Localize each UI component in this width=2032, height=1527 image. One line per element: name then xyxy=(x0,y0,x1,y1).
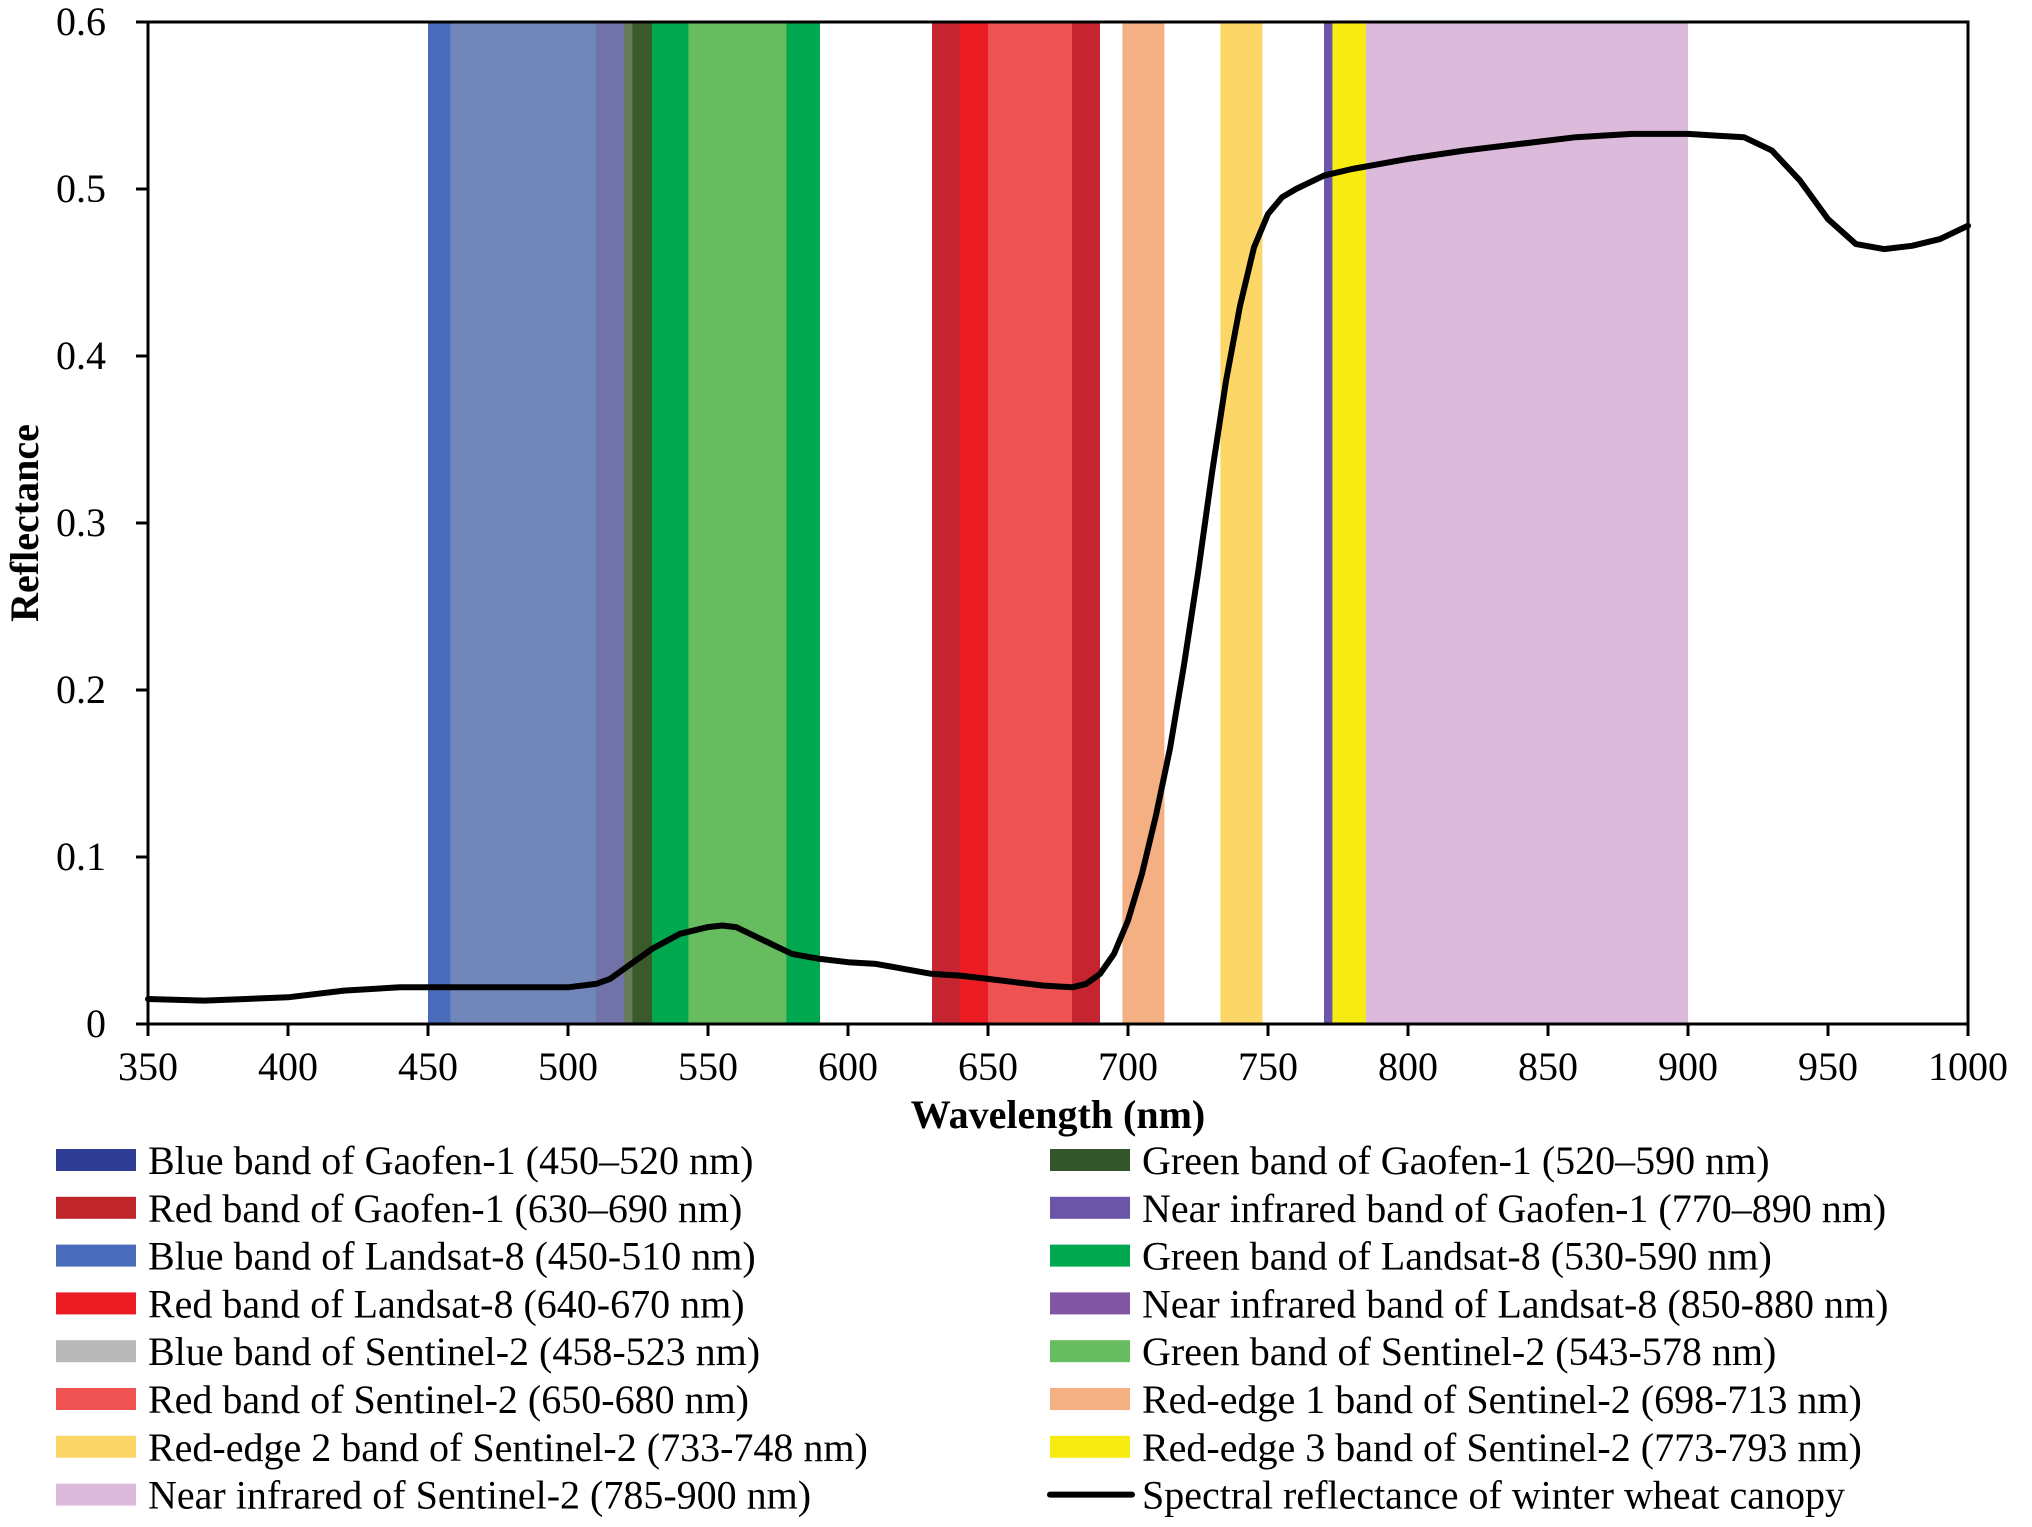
legend-swatch xyxy=(56,1435,136,1458)
legend-swatch xyxy=(56,1483,136,1506)
x-tick-label: 850 xyxy=(1518,1044,1578,1089)
legend-label: Green band of Sentinel-2 (543-578 nm) xyxy=(1142,1329,1776,1374)
x-tick-label: 700 xyxy=(1098,1044,1158,1089)
x-tick-label: 950 xyxy=(1798,1044,1858,1089)
x-tick-label: 750 xyxy=(1238,1044,1298,1089)
legend-swatch xyxy=(56,1388,136,1410)
x-tick-label: 650 xyxy=(958,1044,1018,1089)
legend-swatch xyxy=(1050,1340,1130,1363)
legend-swatch xyxy=(1050,1196,1130,1219)
legend-label: Near infrared band of Landsat-8 (850-880… xyxy=(1142,1281,1888,1326)
legend-label: Red-edge 1 band of Sentinel-2 (698-713 n… xyxy=(1142,1377,1862,1422)
band-9 xyxy=(688,22,787,1024)
legend-label: Green band of Landsat-8 (530-590 nm) xyxy=(1142,1234,1772,1279)
x-tick-label: 350 xyxy=(118,1044,178,1089)
legend-label: Blue band of Gaofen-1 (450–520 nm) xyxy=(148,1138,753,1183)
x-tick-label: 450 xyxy=(398,1044,458,1089)
band-8 xyxy=(450,22,633,1024)
y-tick-label: 0.6 xyxy=(56,0,106,44)
series-line-0 xyxy=(145,130,1971,1004)
band-10 xyxy=(988,22,1072,1024)
legend-label: Red band of Sentinel-2 (650-680 nm) xyxy=(148,1377,749,1422)
legend-swatch xyxy=(1050,1149,1130,1171)
x-axis-ticks: 350 400 450 500 550 600 650 700 750 800 850 900 950 1… xyxy=(118,1024,2008,1089)
y-tick-label: 0.3 xyxy=(56,500,106,545)
reflectance-line-layer xyxy=(145,130,1971,1004)
legend-swatch xyxy=(56,1149,136,1171)
legend: Blue band of Gaofen-1 (450–520 nm) Green … xyxy=(56,1138,1888,1518)
legend-swatch xyxy=(1050,1435,1130,1458)
legend-swatch xyxy=(56,1292,136,1315)
legend-label: Green band of Gaofen-1 (520–590 nm) xyxy=(1142,1138,1770,1183)
y-tick-label: 0.5 xyxy=(56,166,106,211)
y-axis-ticks: 0 0.1 0.2 0.3 0.4 0.5 0.6 xyxy=(56,0,148,1046)
y-tick-label: 0.1 xyxy=(56,834,106,879)
legend-label: Blue band of Sentinel-2 (458-523 nm) xyxy=(148,1329,760,1374)
legend-label: Red-edge 3 band of Sentinel-2 (773-793 n… xyxy=(1142,1425,1862,1470)
legend-swatch xyxy=(1050,1292,1130,1315)
legend-label: Spectral reflectance of winter wheat can… xyxy=(1142,1473,1845,1518)
x-tick-label: 500 xyxy=(538,1044,598,1089)
band-shading-layer xyxy=(428,22,1688,1024)
band-4 xyxy=(428,22,596,1024)
legend-label: Red-edge 2 band of Sentinel-2 (733-748 n… xyxy=(148,1425,868,1470)
legend-swatch xyxy=(56,1340,136,1363)
band-12 xyxy=(1220,22,1263,1024)
legend-label: Near infrared band of Gaofen-1 (770–890 … xyxy=(1142,1186,1886,1231)
x-tick-label: 800 xyxy=(1378,1044,1438,1089)
x-tick-label: 600 xyxy=(818,1044,878,1089)
y-tick-label: 0.2 xyxy=(56,667,106,712)
x-tick-label: 400 xyxy=(258,1044,318,1089)
y-axis-title: Reflectance xyxy=(2,424,47,622)
legend-swatch xyxy=(56,1244,136,1267)
band-14 xyxy=(1366,22,1688,1024)
legend-label: Red band of Gaofen-1 (630–690 nm) xyxy=(148,1186,742,1231)
legend-label: Red band of Landsat-8 (640-670 nm) xyxy=(148,1281,745,1326)
legend-label: Near infrared of Sentinel-2 (785-900 nm) xyxy=(148,1473,811,1518)
y-tick-label: 0 xyxy=(86,1001,106,1046)
x-tick-label: 550 xyxy=(678,1044,738,1089)
legend-swatch xyxy=(1050,1244,1130,1267)
x-axis-title: Wavelength (nm) xyxy=(911,1092,1205,1137)
legend-label: Blue band of Landsat-8 (450-510 nm) xyxy=(148,1234,756,1279)
legend-swatch xyxy=(1050,1388,1130,1410)
y-tick-label: 0.4 xyxy=(56,333,106,378)
x-tick-label: 1000 xyxy=(1928,1044,2008,1089)
legend-swatch xyxy=(56,1196,136,1219)
x-tick-label: 900 xyxy=(1658,1044,1718,1089)
